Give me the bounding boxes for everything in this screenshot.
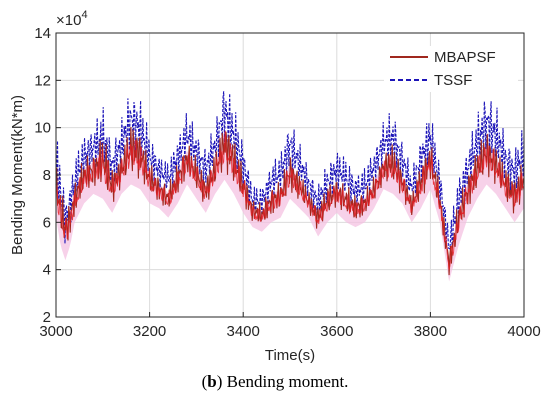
series-layer xyxy=(55,91,525,282)
y-tick-label: 8 xyxy=(43,167,51,184)
y-tick-label: 4 xyxy=(43,262,51,279)
y-tick-label: 10 xyxy=(34,120,51,137)
legend-label-tssf: TSSF xyxy=(434,72,472,89)
y-tick-label: 14 xyxy=(34,25,51,42)
x-tick-label: 4000 xyxy=(507,323,540,340)
legend: MBAPSF TSSF xyxy=(384,46,518,92)
x-tick-label: 3600 xyxy=(320,323,353,340)
y-axis-label: Bending Moment(kN*m) xyxy=(9,95,26,255)
x-tick-label: 3200 xyxy=(133,323,166,340)
series-line-mbapsf xyxy=(55,126,525,276)
legend-label-mbapsf: MBAPSF xyxy=(434,49,496,66)
y-tick-label: 2 xyxy=(43,309,51,326)
x-tick-label: 3400 xyxy=(227,323,260,340)
axis-ticks: 3000 3200 3400 3600 3800 4000 2 4 6 8 10 12 14 xyxy=(34,25,540,340)
y-exponent-label: ×104 xyxy=(56,9,88,29)
x-tick-label: 3800 xyxy=(414,323,447,340)
y-tick-label: 6 xyxy=(43,214,51,231)
series-line-mbapsf-core xyxy=(55,130,525,270)
y-tick-label: 12 xyxy=(34,72,51,89)
legend-box xyxy=(384,46,518,92)
x-tick-label: 3000 xyxy=(39,323,72,340)
figure-caption: (b) Bending moment. xyxy=(201,372,349,391)
x-axis-label: Time(s) xyxy=(265,347,315,364)
caption-label: b xyxy=(207,372,217,391)
